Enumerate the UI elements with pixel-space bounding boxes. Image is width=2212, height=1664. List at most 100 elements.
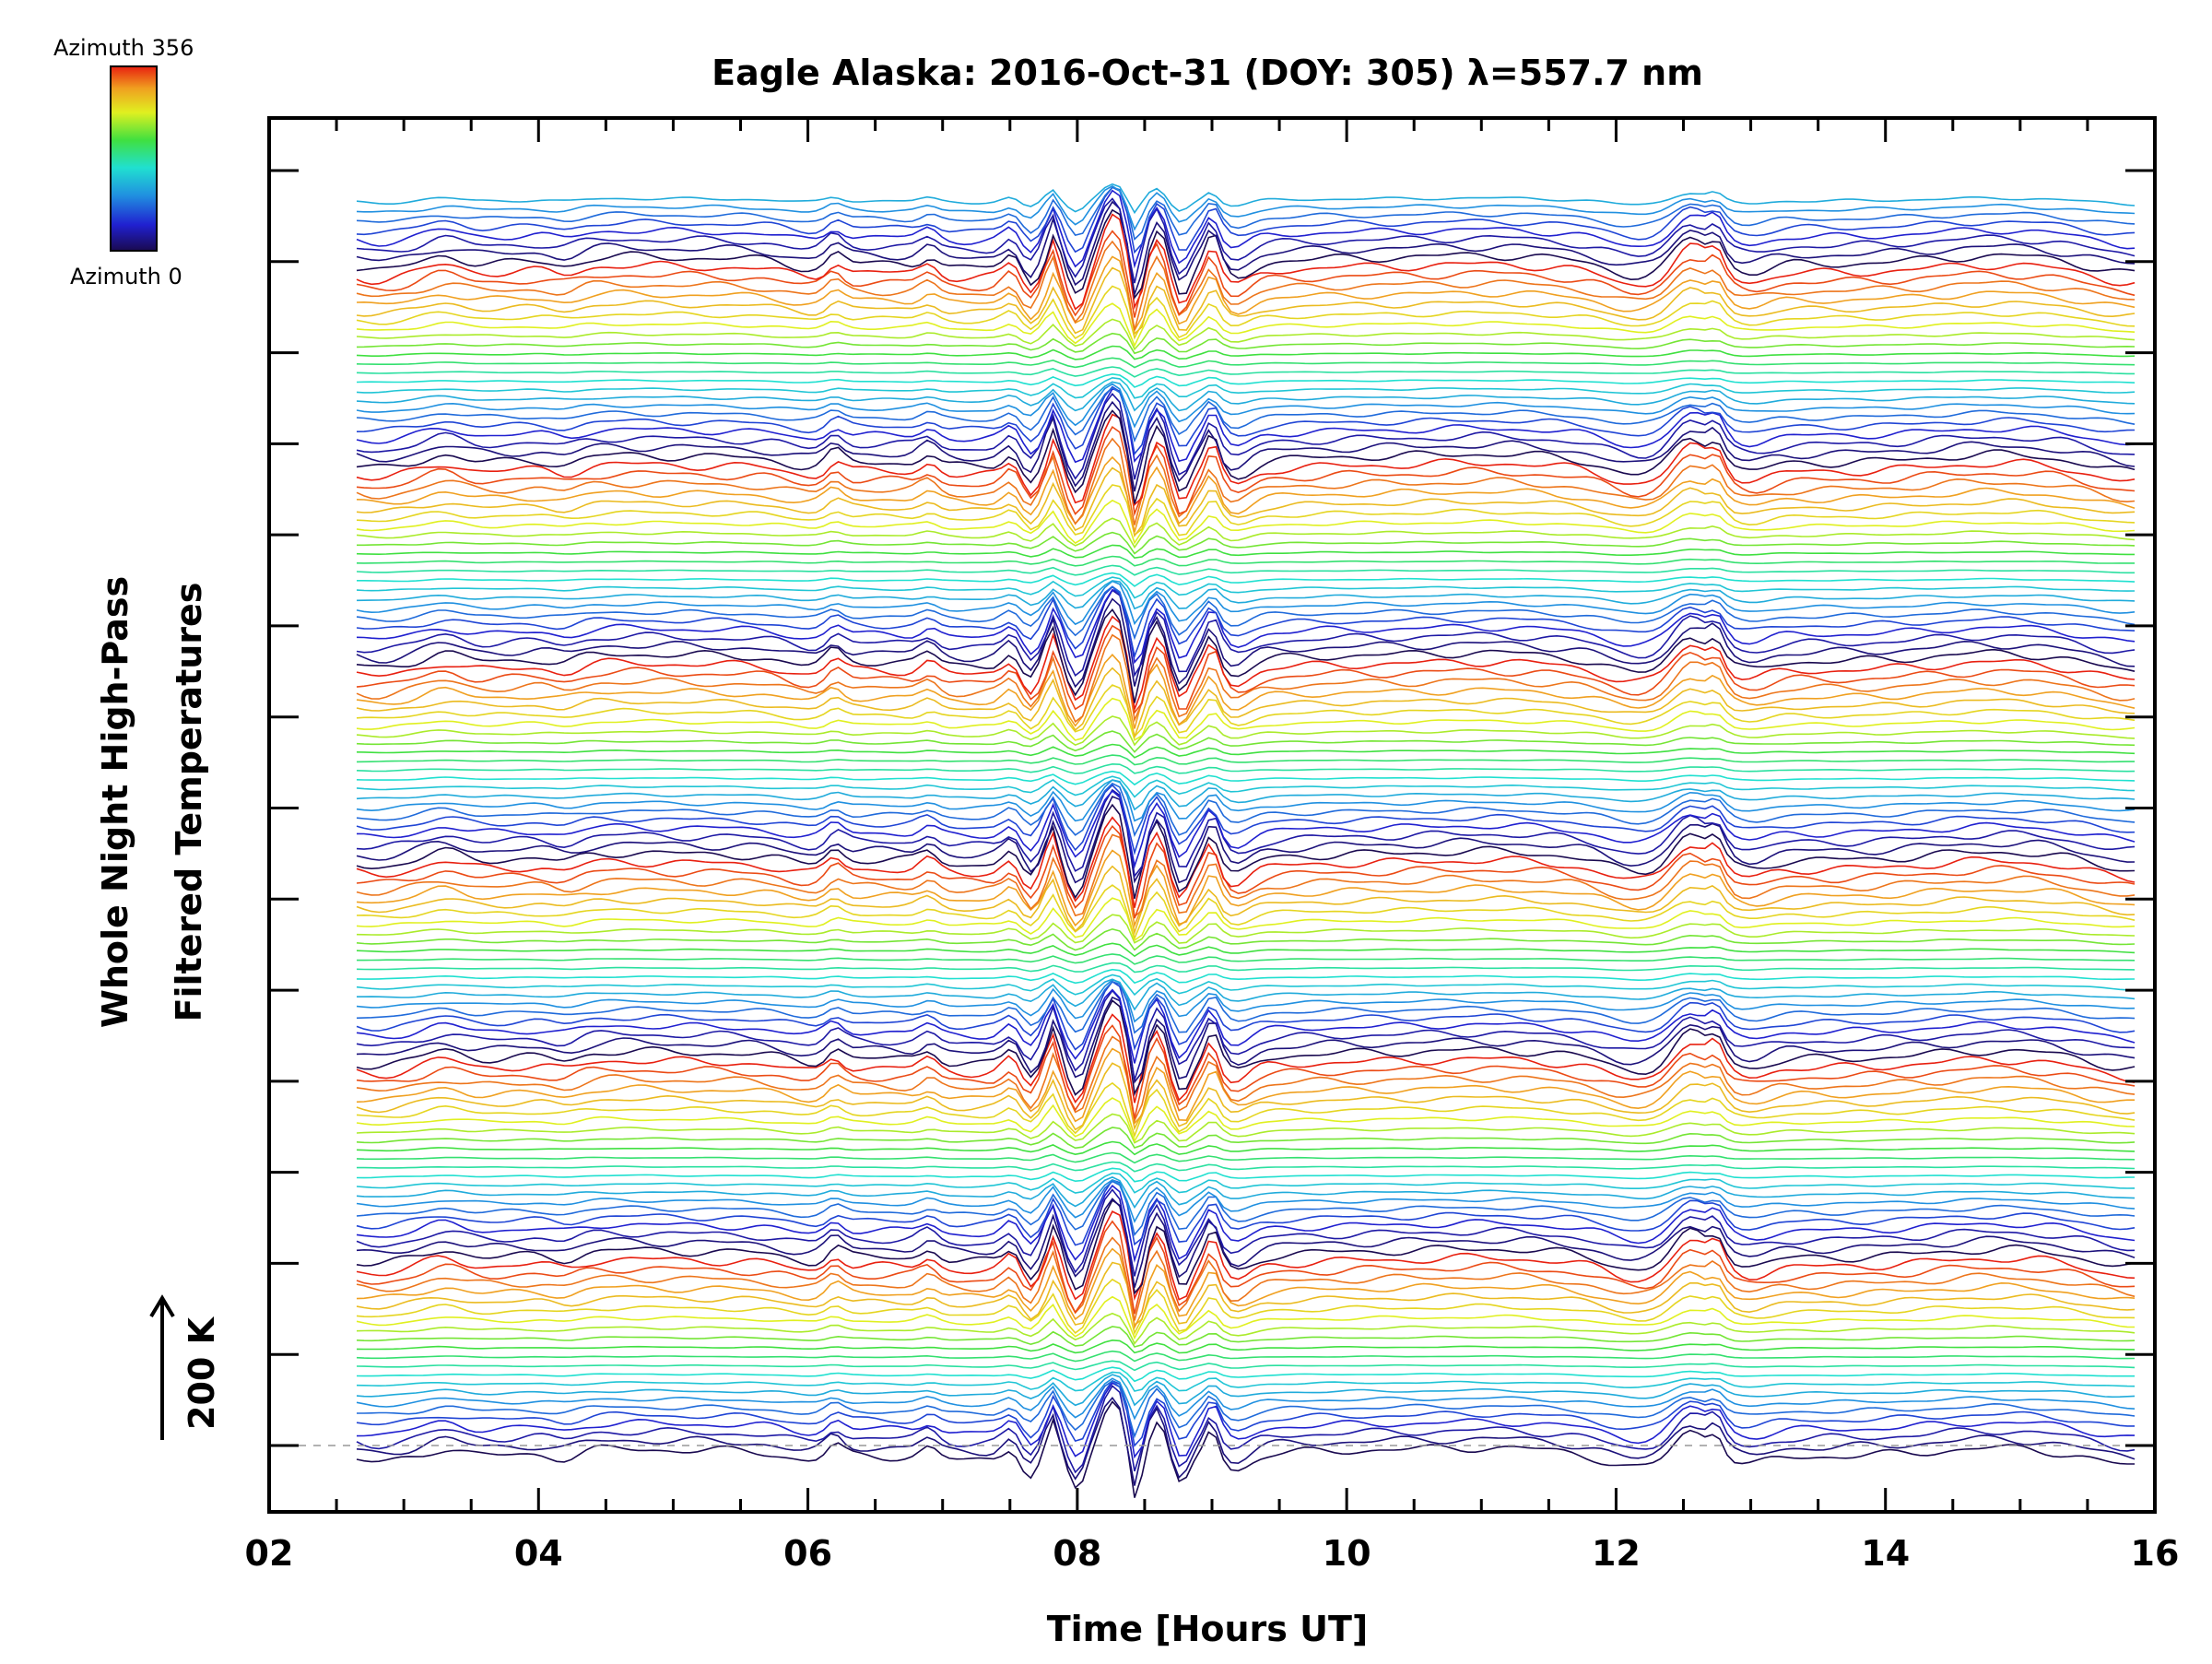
series-line-10 — [356, 1360, 2136, 1372]
series-line-117 — [356, 381, 2136, 412]
series-line-17 — [356, 1261, 2136, 1327]
series-line-63 — [356, 833, 2136, 918]
series-line-80 — [356, 715, 2136, 747]
x-tick-label: 08 — [1053, 1533, 1101, 1574]
series-line-85 — [356, 633, 2136, 724]
series-line-59 — [356, 897, 2136, 942]
series-line-35 — [356, 1127, 2136, 1150]
series-line-82 — [356, 684, 2136, 738]
series-line-71 — [356, 782, 2136, 838]
series-line-2 — [356, 1385, 2136, 1474]
series-line-45 — [356, 996, 2136, 1084]
series-line-36 — [356, 1113, 2136, 1144]
series-line-137 — [356, 186, 2136, 242]
series-line-48 — [356, 980, 2136, 1051]
series-line-51 — [357, 978, 2136, 1011]
colorbar-top-label: Azimuth 356 — [53, 35, 194, 61]
series-line-23 — [356, 1198, 2136, 1288]
series-line-132 — [356, 208, 2136, 300]
y-axis-label-line2: Filtered Temperatures — [169, 583, 209, 1022]
series-line-57 — [356, 927, 2136, 951]
series-line-106 — [356, 455, 2136, 533]
series-line-114 — [356, 385, 2136, 456]
x-tick-label: 06 — [783, 1533, 832, 1574]
x-tick-label: 16 — [2131, 1533, 2180, 1574]
series-line-28 — [356, 1178, 2136, 1223]
scale-bar-label: 200 K — [182, 1316, 222, 1430]
series-line-124 — [356, 318, 2136, 351]
series-line-24 — [356, 1188, 2136, 1277]
series-line-66 — [356, 803, 2136, 900]
series-line-15 — [356, 1295, 2136, 1340]
series-line-94 — [356, 580, 2136, 626]
series-line-34 — [356, 1140, 2136, 1156]
tick-group — [267, 118, 2157, 1512]
scale-bar: 200 K — [149, 1294, 222, 1440]
series-line-84 — [356, 654, 2136, 729]
series-line-125 — [356, 302, 2136, 348]
series-line-112 — [356, 393, 2136, 480]
series-line-68 — [356, 788, 2136, 879]
series-line-9 — [356, 1366, 2136, 1383]
series-line-139 — [356, 183, 2136, 215]
series-line-123 — [356, 332, 2136, 355]
series-line-97 — [357, 572, 2136, 587]
series-line-5 — [357, 1379, 2136, 1439]
series-line-19 — [356, 1236, 2136, 1321]
series-line-116 — [356, 383, 2136, 429]
x-tick-label: 10 — [1323, 1533, 1371, 1574]
series-line-7 — [356, 1374, 2136, 1407]
series-line-70 — [356, 784, 2136, 856]
series-line-95 — [356, 580, 2136, 610]
series-line-22 — [356, 1198, 2136, 1295]
series-line-26 — [356, 1179, 2136, 1246]
series-line-76 — [356, 762, 2136, 774]
x-tick-label: 14 — [1861, 1533, 1910, 1574]
series-line-64 — [356, 824, 2136, 919]
series-line-65 — [356, 816, 2136, 908]
series-line-8 — [356, 1371, 2136, 1392]
series-line-119 — [356, 372, 2136, 388]
series-line-47 — [356, 988, 2136, 1064]
series-line-72 — [356, 779, 2136, 822]
y-axis-label-line1: Whole Night High-Pass — [95, 576, 135, 1028]
series-line-126 — [356, 285, 2136, 340]
series-line-30 — [356, 1172, 2136, 1194]
series-line-92 — [356, 585, 2136, 659]
series-line-89 — [356, 597, 2136, 689]
series-line-52 — [356, 974, 2136, 997]
series-line-138 — [356, 184, 2136, 231]
series-line-90 — [356, 589, 2136, 678]
series-line-135 — [356, 189, 2136, 269]
series-line-122 — [356, 345, 2136, 360]
series-line-56 — [356, 942, 2136, 958]
series-line-4 — [356, 1379, 2136, 1447]
series-line-109 — [356, 413, 2136, 507]
colorbar-bottom-label: Azimuth 0 — [70, 264, 182, 289]
series-line-98 — [356, 564, 2136, 576]
x-tick-labels: 02 04 06 08 10 12 14 16 — [245, 1533, 2180, 1574]
series-line-60 — [356, 884, 2136, 941]
series-line-77 — [356, 754, 2136, 766]
series-line-121 — [356, 357, 2136, 369]
series-line-20 — [356, 1220, 2136, 1315]
series-line-44 — [356, 999, 2136, 1097]
series-line-75 — [356, 770, 2136, 786]
series-line-16 — [356, 1278, 2136, 1336]
series-line-128 — [356, 255, 2136, 333]
series-line-115 — [356, 386, 2136, 443]
chart-title: Eagle Alaska: 2016-Oct-31 (DOY: 305) λ=5… — [712, 53, 1703, 93]
series-line-104 — [356, 484, 2136, 537]
series-line-25 — [356, 1185, 2136, 1263]
series-line-79 — [356, 730, 2136, 753]
series-line-129 — [356, 240, 2136, 331]
series-line-49 — [356, 980, 2136, 1034]
series-line-40 — [356, 1047, 2136, 1126]
x-tick-label: 12 — [1592, 1533, 1641, 1574]
series-line-99 — [356, 555, 2136, 567]
series-line-83 — [356, 667, 2136, 739]
series-line-73 — [356, 779, 2136, 811]
series-line-61 — [356, 865, 2136, 936]
